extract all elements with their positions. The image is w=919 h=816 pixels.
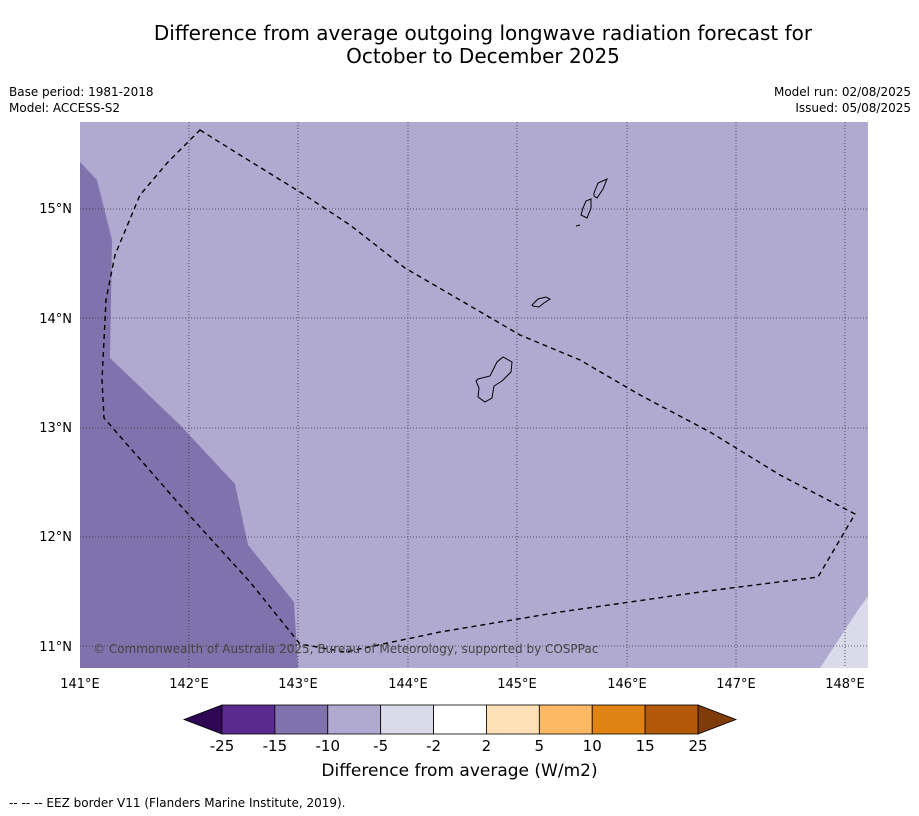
gridlines [80, 122, 868, 668]
colorbar-bin [486, 704, 540, 735]
eez-border [101, 129, 856, 653]
guam-island [475, 356, 513, 403]
lat-label: 15°N [39, 202, 72, 217]
colorbar-tick-label: -5 [373, 737, 388, 755]
lon-label: 148°E [825, 677, 865, 692]
colorbar-tick-label: 15 [636, 737, 655, 755]
colorbar-tick-label: -25 [210, 737, 235, 755]
rota-island [531, 296, 551, 308]
base-period: Base period: 1981-2018 [9, 85, 154, 99]
colorbar-bin [327, 704, 382, 735]
lat-label: 12°N [39, 530, 72, 545]
issued-date: Issued: 05/08/2025 [795, 101, 911, 115]
colorbar-tick-label: -15 [263, 737, 288, 755]
lon-label: 141°E [60, 677, 100, 692]
low-anomaly-region [80, 162, 298, 668]
lon-label: 142°E [169, 677, 209, 692]
colorbar-over-arrow [697, 704, 738, 735]
lon-label: 146°E [607, 677, 647, 692]
colorbar-bin [591, 704, 646, 735]
colorbar-bin [380, 704, 434, 735]
title-line-2: October to December 2025 [346, 44, 620, 68]
colorbar-bin [433, 704, 487, 735]
lat-label: 14°N [39, 312, 72, 327]
map-title: Difference from average outgoing longwav… [40, 22, 919, 68]
colorbar-tick-label: 10 [583, 737, 602, 755]
colorbar-tick-label: -2 [426, 737, 441, 755]
colorbar-bin [221, 704, 276, 735]
high-anomaly-region [820, 596, 868, 668]
metadata-right: Model run: 02/08/2025 Issued: 05/08/2025 [774, 84, 911, 116]
colorbar-label: Difference from average (W/m2) [321, 761, 598, 781]
longitude-labels: 141°E 142°E 143°E 144°E 145°E 146°E 147°… [60, 677, 865, 692]
lat-label: 13°N [39, 421, 72, 436]
tinian-island [580, 198, 592, 219]
lon-label: 147°E [716, 677, 756, 692]
title-line-1: Difference from average outgoing longwav… [153, 21, 813, 45]
latitude-labels: 15°N 14°N 13°N 12°N 11°N [39, 202, 72, 655]
eez-footnote: -- -- -- EEZ border V11 (Flanders Marine… [9, 796, 346, 810]
colorbar-bin [538, 704, 593, 735]
lon-label: 145°E [497, 677, 537, 692]
metadata-left: Base period: 1981-2018 Model: ACCESS-S2 [9, 84, 154, 116]
lon-label: 143°E [278, 677, 318, 692]
colorbar-tick-label: 2 [482, 737, 492, 755]
saipan-island [593, 178, 608, 199]
colorbar-tick-label: 25 [688, 737, 707, 755]
copyright-notice: © Commonwealth of Australia 2025, Bureau… [93, 642, 598, 656]
colorbar-under-arrow [182, 704, 223, 735]
colorbar-bin [274, 704, 329, 735]
colorbar-tick-label: 5 [535, 737, 545, 755]
aguijan-island [575, 224, 581, 227]
islands [475, 178, 608, 403]
colorbar-tick-label: -10 [316, 737, 341, 755]
lat-label: 11°N [39, 640, 72, 655]
colorbar-bin [644, 704, 699, 735]
model-name: Model: ACCESS-S2 [9, 101, 121, 115]
colorbar: -25 -15 -10 -5 -2 2 5 10 15 25 [182, 704, 738, 755]
model-run: Model run: 02/08/2025 [773, 85, 911, 99]
lon-label: 144°E [388, 677, 428, 692]
